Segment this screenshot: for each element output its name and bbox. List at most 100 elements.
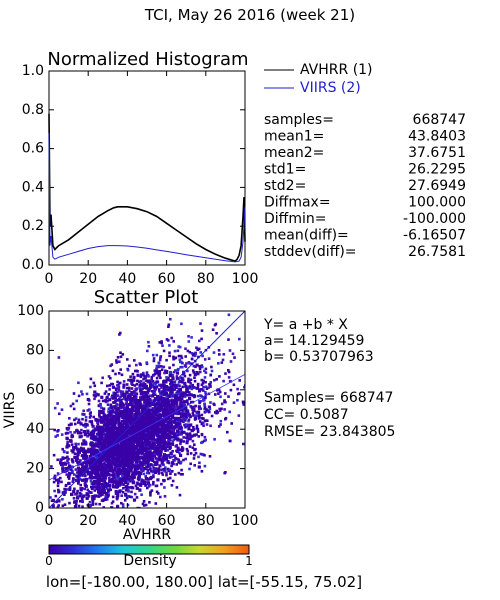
scatter-point [227,338,230,341]
stat-value: -100.000 [403,211,466,227]
scatter-point [108,469,112,473]
scatter-point [134,426,138,430]
scatter-point [179,402,182,405]
scatter-point [61,467,65,471]
scatter-point [101,465,106,469]
scatter-point [187,418,191,421]
scatter-point [198,367,202,371]
scatter-point [129,480,132,483]
scatter-point [169,395,173,398]
scatter-point [145,428,150,432]
scatter-point [184,419,187,422]
scatter-point [102,423,106,426]
scatter-point [178,406,182,409]
scatter-point [141,441,145,445]
scatter-point [152,391,155,395]
scatter-point [142,500,146,503]
scatter-point [175,403,179,407]
scatter-point [195,346,198,350]
scatter-point [170,435,173,439]
scatter-point [153,460,156,464]
scatter-point [170,384,174,388]
scatter-point [55,479,58,482]
scatter-point [90,485,93,489]
scatter-point [199,407,203,410]
scatter-point [103,442,107,446]
scatter-point [106,395,109,399]
scatter-point [156,405,159,408]
scatter-point [106,484,109,488]
scatter-point [80,390,83,393]
scatter-point [190,357,194,361]
scatter-point [101,376,104,380]
scatter-point [151,482,155,486]
scatter-point [149,477,153,481]
scatter-point [121,420,124,423]
scatter-point [111,451,115,455]
stat-value: 26.7581 [408,244,466,260]
scatter-point [201,382,205,385]
scatter-point [124,480,128,485]
scatter-point [109,409,112,413]
scatter-point [170,455,174,459]
scatter-point [117,386,121,389]
scatter-point [65,473,68,476]
scatter-point [154,502,158,505]
scatter-point [121,479,125,483]
scatter-point [86,409,90,412]
scatter-point [201,417,205,420]
scatter-point [76,431,80,435]
scatter-point [194,451,198,455]
scatter-point [188,432,192,435]
scatter-point [143,454,147,458]
scatter-point [108,384,112,387]
scatter-point [108,398,112,402]
scatter-point [113,391,117,395]
scatter-point [104,450,108,454]
scatter-point [85,454,89,458]
scatter-point [157,450,161,454]
scatter-point [122,436,126,440]
scatter-point [217,425,221,428]
regression-a: a= 14.129459 [264,333,364,349]
scatter-point [101,450,105,454]
scatter-point [164,380,168,384]
scatter-point [172,355,175,359]
scatter-point [89,474,93,478]
scatter-point [188,350,192,354]
scatter-point [142,371,145,375]
scatter-point [102,474,106,478]
scatter-point [92,415,95,419]
scatter-point [177,380,181,384]
scatter-point [89,473,93,477]
scatter-point [242,442,245,446]
scatter-point [177,411,181,416]
scatter-point [106,426,110,430]
stat-label: std1= [264,162,306,178]
scatter-point [86,397,90,402]
scatter-point [142,403,146,407]
scatter-point [165,471,168,474]
scatter-point [177,397,182,401]
scatter-point [145,371,149,374]
scatter-point [179,438,183,442]
scatter-point [193,443,196,446]
scatter-point [160,448,163,451]
scatter-point [126,451,130,455]
scatter-point [85,392,89,396]
scatter-point [205,410,208,413]
scatter-point [204,385,208,388]
scatter-point [111,495,115,499]
scatter-point [125,430,129,434]
scatter-point [166,398,170,402]
scatter-point [98,486,102,490]
scatter-point [138,362,142,365]
scatter-point [195,410,198,414]
scatter-point [100,440,104,443]
scatter-y-label: VIIRS [2,392,18,429]
scatter-point [129,399,132,403]
scatter-point [82,466,86,470]
scatter-point [133,384,137,387]
scatter-point [158,420,162,424]
scatter-point [170,424,173,427]
